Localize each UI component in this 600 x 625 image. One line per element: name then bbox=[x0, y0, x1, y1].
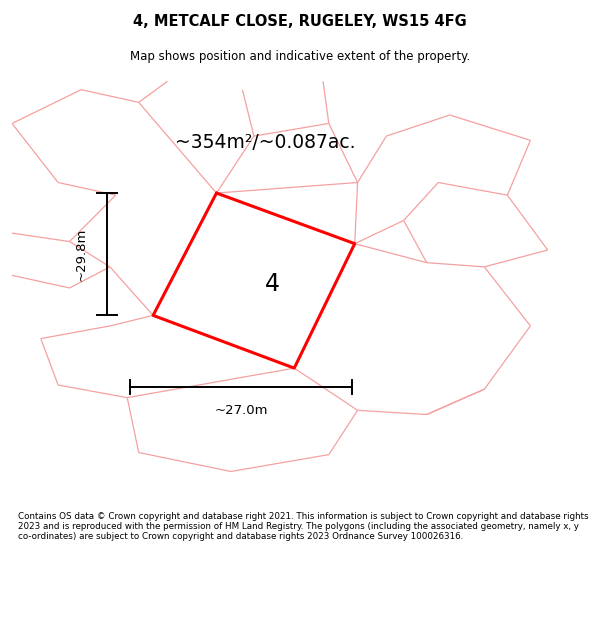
Text: Map shows position and indicative extent of the property.: Map shows position and indicative extent… bbox=[130, 50, 470, 62]
Text: 4, METCALF CLOSE, RUGELEY, WS15 4FG: 4, METCALF CLOSE, RUGELEY, WS15 4FG bbox=[133, 14, 467, 29]
Text: Contains OS data © Crown copyright and database right 2021. This information is : Contains OS data © Crown copyright and d… bbox=[18, 512, 589, 541]
Text: ~27.0m: ~27.0m bbox=[214, 404, 268, 417]
Text: 4: 4 bbox=[265, 272, 280, 296]
Text: ~29.8m: ~29.8m bbox=[74, 228, 88, 281]
Text: ~354m²/~0.087ac.: ~354m²/~0.087ac. bbox=[175, 133, 356, 152]
